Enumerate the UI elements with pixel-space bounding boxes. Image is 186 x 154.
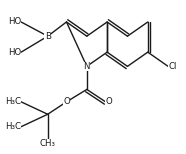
Text: O: O: [106, 97, 112, 106]
Text: Cl: Cl: [168, 62, 177, 71]
Text: HO: HO: [8, 18, 21, 26]
Text: O: O: [63, 97, 70, 106]
Text: H₃C: H₃C: [5, 97, 21, 106]
Text: N: N: [84, 62, 90, 71]
Text: H₃C: H₃C: [5, 122, 21, 131]
Text: B: B: [45, 32, 51, 41]
Text: HO: HO: [8, 48, 21, 57]
Text: CH₃: CH₃: [40, 139, 56, 148]
